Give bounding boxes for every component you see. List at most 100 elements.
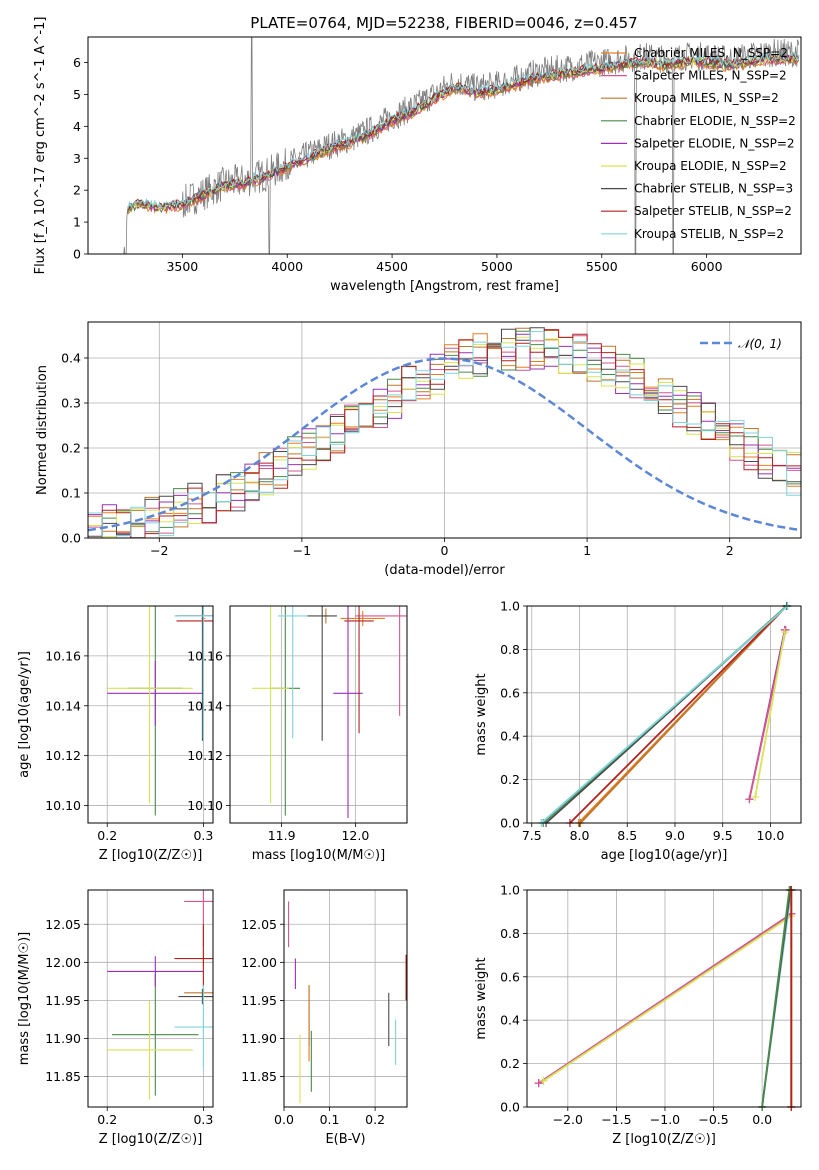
mass-weight-vs-age-line-1: [579, 606, 788, 823]
residuals-xtick-label: −1: [293, 543, 311, 558]
mass-weight-vs-age-xtick-label: 9.0: [665, 828, 685, 843]
mass-vs-Z-xtick-label: 0.2: [97, 1112, 117, 1127]
mass-weight-vs-Z-ytick-label: 0.2: [500, 1056, 520, 1071]
age-vs-mass-axes-frame: [229, 605, 408, 824]
mass-vs-Z-ytick-label: 11.95: [45, 993, 81, 1008]
age-vs-Z-xtick-label: 0.2: [97, 828, 117, 843]
spectrum-ylabel: Flux [f_λ 10^-17 erg cm^-2 s^-1 A^-1]: [33, 17, 48, 275]
residual-histogram-7: [88, 329, 801, 538]
residuals-xtick-label: 2: [726, 543, 734, 558]
spectrum-ytick-label: 6: [73, 55, 81, 70]
age-vs-mass-ytick-label: 10.16: [187, 648, 223, 663]
age-vs-mass-xlabel: mass [log10(M/M☉)]: [252, 848, 385, 863]
mass-weight-vs-Z-axes-frame: [526, 889, 802, 1108]
model-spectrum-line-8: [127, 51, 800, 210]
age-vs-Z-ytick-label: 10.14: [45, 698, 81, 713]
mass-vs-EBV-axes: 0.0 0.1 0.2 11.85 11.90 11.95 12.00 12.05 E(B-V): [241, 890, 407, 1147]
mass-weight-vs-Z-axes: −2.0 −1.5 −1.0 −0.5 0.0 0.0 0.2 0.4 0.6 0.8 1.0 Z […: [474, 883, 801, 1147]
spectrum-xtick-label: 4000: [271, 259, 303, 274]
age-vs-mass-xtick-label: 11.9: [268, 828, 296, 843]
spectrum-ytick-label: 2: [73, 183, 81, 198]
legend-label-7: Salpeter STELIB, N_SSP=2: [634, 204, 792, 218]
age-vs-mass-ytick-label: 10.12: [187, 748, 223, 763]
spectrum-ytick-label: 3: [73, 151, 81, 166]
residuals-xlabel: (data-model)/error: [384, 563, 505, 578]
spectrum-xlabel: wavelength [Angstrom, rest frame]: [330, 279, 559, 294]
residuals-xtick-label: −2: [150, 543, 168, 558]
mass-weight-vs-Z-ytick-label: 0.4: [500, 1013, 520, 1028]
mass-weight-vs-Z-xtick-label: −1.5: [601, 1112, 631, 1127]
residuals-ytick-label: 0.2: [61, 441, 81, 456]
spectrum-ytick-label: 4: [73, 119, 81, 134]
legend-label-3: Chabrier ELODIE, N_SSP=2: [634, 114, 796, 128]
spectrum-xtick-label: 3500: [166, 259, 198, 274]
spectrum-title: PLATE=0764, MJD=52238, FIBERID=0046, z=0…: [250, 14, 637, 32]
age-vs-Z-ytick-label: 10.10: [45, 798, 81, 813]
residuals-ytick-label: 0.0: [61, 531, 81, 546]
mass-weight-vs-age-xtick-label: 8.5: [617, 828, 637, 843]
legend-label-2: Kroupa MILES, N_SSP=2: [634, 91, 779, 105]
age-vs-mass-xtick-label: 12.0: [341, 828, 369, 843]
mass-vs-Z-ytick-label: 11.85: [45, 1069, 81, 1084]
residuals-ytick-label: 0.3: [61, 396, 81, 411]
mass-weight-vs-Z-line-5: [761, 890, 791, 1107]
mass-weight-vs-Z-xlabel: Z [log10(Z/Z☉)]: [612, 1132, 716, 1147]
mass-weight-vs-Z-xtick-label: −0.5: [698, 1112, 728, 1127]
age-vs-mass-ytick-label: 10.10: [187, 798, 223, 813]
residual-histogram-8: [88, 331, 801, 538]
age-vs-Z-xtick-label: 0.3: [193, 828, 213, 843]
mass-vs-Z-ytick-label: 12.00: [45, 955, 81, 970]
residuals-ytick-label: 0.1: [61, 486, 81, 501]
mass-weight-vs-age-xtick-label: 10.0: [757, 828, 785, 843]
gaussian-reference-line: [88, 357, 801, 532]
residuals-ylabel: Normed distribution: [35, 365, 50, 495]
mass-weight-vs-Z-ytick-label: 0.6: [500, 969, 520, 984]
mass-vs-EBV-xtick-label: 0.0: [274, 1112, 294, 1127]
spectrum-ytick-label: 0: [73, 247, 81, 262]
mass-weight-vs-age-marker-8-0: [751, 792, 760, 801]
plot-layer: 3500 4000 4500 5000 5500 6000 0 1 2 3 4 5 6 wavelengt…: [17, 17, 802, 1147]
spectrum-xtick-label: 4500: [376, 259, 408, 274]
legend-label-6: Chabrier STELIB, N_SSP=3: [634, 182, 793, 196]
mass-weight-vs-Z-marker-2-0: [539, 1076, 548, 1085]
mass-vs-Z-axes: 0.2 0.3 11.85 11.90 11.95 12.00 12.05 Z [log10(…: [17, 890, 213, 1147]
age-vs-Z-ylabel: age [log10(age/yr)]: [17, 651, 32, 778]
mass-weight-vs-age-ytick-label: 0.0: [500, 816, 520, 831]
mass-vs-EBV-xtick-label: 0.1: [320, 1112, 340, 1127]
residuals-xtick-label: 1: [583, 543, 591, 558]
mass-weight-vs-age-line-2: [569, 606, 788, 823]
spectrum-ytick-label: 5: [73, 87, 81, 102]
mass-weight-vs-Z-ytick-label: 1.0: [500, 883, 520, 898]
mass-vs-EBV-xlabel: E(B-V): [325, 1132, 365, 1147]
mass-vs-EBV-xtick-label: 0.2: [365, 1112, 385, 1127]
mass-weight-vs-age-ytick-label: 0.2: [500, 772, 520, 787]
mass-vs-Z-axes-frame: [87, 889, 214, 1108]
spectrum-axes: 3500 4000 4500 5000 5500 6000 0 1 2 3 4 5 6 wavelengt…: [33, 17, 723, 294]
mass-vs-EBV-ytick-label: 12.05: [241, 917, 277, 932]
mass-weight-vs-Z-ylabel: mass weight: [474, 957, 489, 1039]
mass-weight-vs-Z-xtick-label: −1.0: [650, 1112, 680, 1127]
legend-label-1: Salpeter MILES, N_SSP=2: [634, 69, 787, 83]
mass-vs-Z-xlabel: Z [log10(Z/Z☉)]: [99, 1132, 203, 1147]
residuals-axes-frame: [87, 321, 802, 539]
mass-weight-vs-age-xtick-label: 9.5: [713, 828, 733, 843]
age-vs-mass-axes: 11.9 12.0 10.10 10.12 10.14 10.16 mass [log10(…: [187, 606, 407, 863]
mass-weight-vs-age-marker-7-0: [745, 795, 754, 804]
mass-vs-Z-ylabel: mass [log10(M/M☉)]: [17, 932, 32, 1065]
mass-weight-vs-age-line-8: [754, 631, 786, 798]
spectrum-ytick-label: 1: [73, 215, 81, 230]
mass-weight-vs-age-ytick-label: 1.0: [500, 599, 520, 614]
age-vs-Z-ytick-label: 10.12: [45, 748, 81, 763]
mass-weight-vs-Z-ytick-label: 0.8: [500, 926, 520, 941]
mass-weight-vs-Z-xtick-label: 0.0: [752, 1112, 772, 1127]
mass-weight-vs-age-marker-8-1: [780, 628, 789, 637]
mass-weight-vs-age-axes: 7.5 8.0 8.5 9.0 9.5 10.0 0.0 0.2 0.4 0.6 0.8 1.0 age…: [474, 599, 801, 863]
age-vs-Z-xlabel: Z [log10(Z/Z☉)]: [99, 848, 203, 863]
legend-label-0: Chabrier MILES, N_SSP=2: [634, 46, 788, 60]
mass-vs-Z-xtick-label: 0.3: [193, 1112, 213, 1127]
mass-weight-vs-Z-xtick-label: −2.0: [553, 1112, 583, 1127]
spectrum-axes-frame: [87, 36, 802, 255]
gaussian-legend-label: 𝒩(0, 1): [738, 337, 782, 351]
mass-weight-vs-age-ytick-label: 0.6: [500, 685, 520, 700]
